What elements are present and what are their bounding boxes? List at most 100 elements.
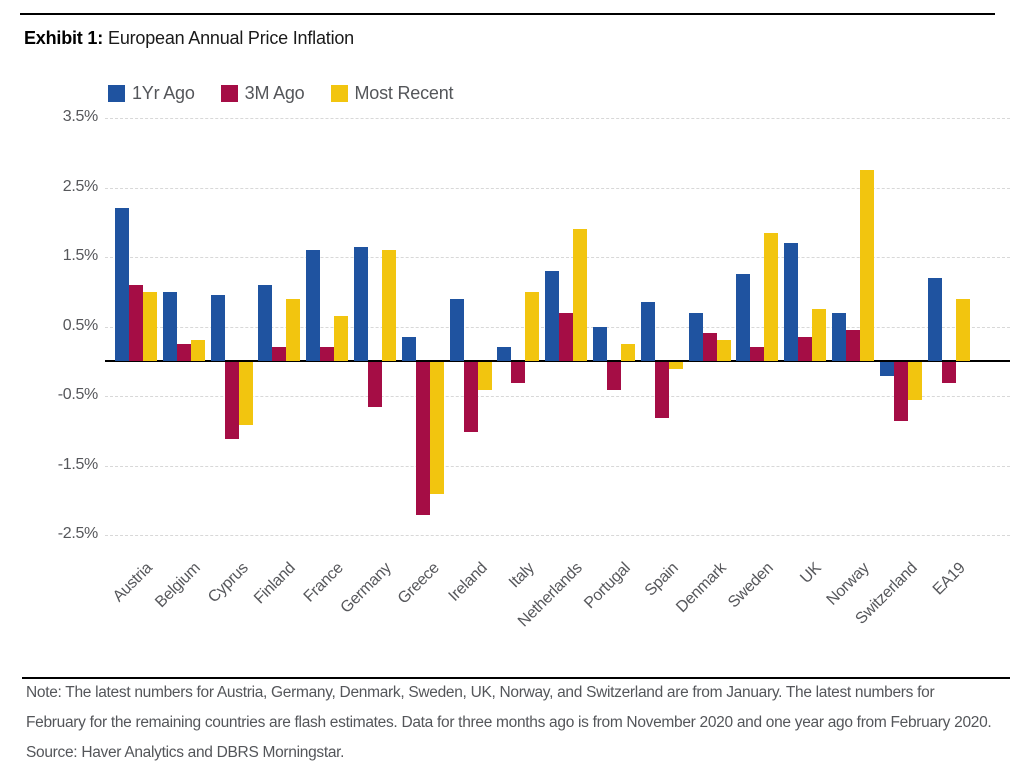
- bar-portugal-most-recent: [620, 343, 635, 362]
- y-axis-tick: -0.5%: [57, 386, 99, 403]
- bar-netherlands-1yr-ago: [545, 270, 560, 362]
- bar-ireland-most-recent: [477, 362, 492, 391]
- x-axis-label-switzerland: Switzerland: [852, 559, 921, 628]
- bar-cyprus-1yr-ago: [210, 295, 225, 362]
- footnote: Note: The latest numbers for Austria, Ge…: [26, 678, 1014, 768]
- bar-italy-most-recent: [525, 291, 540, 362]
- legend-item-3m-ago: 3M Ago: [220, 83, 305, 104]
- exhibit-label: Exhibit 1:: [24, 28, 104, 48]
- gridline: [105, 118, 1010, 119]
- bar-austria-1yr-ago: [114, 208, 129, 362]
- bar-finland-1yr-ago: [258, 284, 273, 362]
- legend-swatch-icon: [330, 85, 348, 102]
- zero-axis-line: [105, 360, 1010, 363]
- bar-ireland-3m-ago: [463, 362, 478, 432]
- x-axis-label-denmark: Denmark: [672, 559, 730, 617]
- bar-sweden-3m-ago: [750, 347, 765, 362]
- bar-france-3m-ago: [320, 347, 335, 362]
- x-axis-label-ireland: Ireland: [445, 559, 491, 605]
- inflation-bar-chart: 3.5% 2.5% 1.5% 0.5% -0.5% -1.5% -2.5% Austria Be…: [58, 108, 1010, 630]
- bar-switzerland-1yr-ago: [879, 362, 894, 377]
- bar-uk-most-recent: [812, 309, 827, 362]
- bar-austria-most-recent: [142, 291, 157, 362]
- x-axis-label-germany: Germany: [337, 559, 395, 617]
- bar-spain-3m-ago: [654, 362, 669, 418]
- bar-denmark-3m-ago: [702, 333, 717, 362]
- x-axis-label-italy: Italy: [506, 559, 538, 592]
- page-title: European Annual Price Inflation: [108, 28, 354, 48]
- x-axis-label-spain: Spain: [641, 559, 682, 600]
- bar-ea19-most-recent: [955, 298, 970, 362]
- bar-finland-3m-ago: [272, 347, 287, 362]
- x-axis-label-greece: Greece: [394, 559, 443, 608]
- bar-denmark-most-recent: [716, 340, 731, 362]
- x-axis-label-uk: UK: [797, 559, 825, 587]
- gridline: [105, 396, 1010, 397]
- bar-uk-3m-ago: [798, 336, 813, 362]
- source-line: Source: Haver Analytics and DBRS Morning…: [26, 744, 345, 761]
- gridline: [105, 187, 1010, 189]
- gridline: [105, 257, 1010, 258]
- bar-netherlands-most-recent: [573, 229, 588, 362]
- top-rule: [20, 13, 995, 15]
- x-axis-label-cyprus: Cyprus: [204, 559, 252, 607]
- y-axis-tick: -1.5%: [57, 455, 99, 473]
- legend-label: Most Recent: [354, 83, 454, 103]
- x-axis-label-belgium: Belgium: [151, 559, 204, 612]
- x-axis-label-austria: Austria: [109, 559, 156, 606]
- bar-belgium-most-recent: [190, 340, 205, 362]
- exhibit-title: Exhibit 1: European Annual Price Inflatio…: [24, 28, 354, 49]
- legend-swatch-icon: [108, 85, 125, 102]
- bar-ea19-3m-ago: [941, 362, 956, 384]
- bar-greece-1yr-ago: [401, 336, 416, 362]
- bar-switzerland-most-recent: [907, 362, 922, 401]
- x-axis-label-france: France: [300, 559, 347, 606]
- bar-spain-1yr-ago: [640, 302, 655, 362]
- bar-cyprus-most-recent: [238, 362, 253, 425]
- y-axis-tick: 2.5%: [62, 177, 99, 195]
- bar-germany-most-recent: [381, 250, 396, 362]
- y-axis-tick: 0.5%: [62, 316, 99, 334]
- bar-belgium-3m-ago: [176, 343, 191, 362]
- bar-sweden-most-recent: [764, 232, 779, 362]
- bar-finland-most-recent: [286, 298, 301, 362]
- bar-greece-3m-ago: [415, 362, 430, 516]
- bar-ireland-1yr-ago: [449, 298, 464, 362]
- x-axis-label-netherlands: Netherlands: [515, 559, 586, 631]
- bar-netherlands-3m-ago: [559, 312, 574, 362]
- note-line-1: Note: The latest numbers for Austria, Ge…: [26, 684, 935, 701]
- x-axis-label-sweden: Sweden: [725, 559, 777, 612]
- legend-item-most-recent: Most Recent: [330, 83, 454, 104]
- bar-germany-3m-ago: [367, 362, 382, 408]
- x-axis-label-norway: Norway: [823, 559, 873, 609]
- legend-label: 3M Ago: [244, 83, 305, 103]
- legend-swatch-icon: [220, 85, 238, 102]
- bar-greece-most-recent: [429, 362, 444, 495]
- bar-portugal-3m-ago: [606, 362, 621, 391]
- bar-italy-1yr-ago: [497, 347, 512, 362]
- bar-norway-1yr-ago: [831, 312, 846, 362]
- gridline: [105, 535, 1010, 536]
- legend-label: 1Yr Ago: [132, 83, 195, 103]
- x-axis-label-finland: Finland: [251, 559, 299, 608]
- bar-switzerland-3m-ago: [893, 362, 908, 422]
- bar-austria-3m-ago: [128, 284, 143, 362]
- bar-france-most-recent: [334, 316, 349, 362]
- y-axis-tick: 1.5%: [62, 247, 99, 264]
- bar-denmark-1yr-ago: [688, 312, 703, 362]
- legend-item-1yr-ago: 1Yr Ago: [108, 83, 195, 104]
- gridline: [105, 465, 1010, 467]
- footer-rule: [22, 677, 1010, 679]
- bar-uk-1yr-ago: [784, 243, 799, 362]
- note-line-2: February for the remaining countries are…: [26, 714, 992, 731]
- bar-italy-3m-ago: [511, 362, 526, 384]
- y-axis-tick: 3.5%: [62, 108, 99, 125]
- bar-cyprus-3m-ago: [224, 362, 239, 439]
- y-axis-tick: -2.5%: [57, 525, 99, 542]
- bar-germany-1yr-ago: [353, 246, 368, 362]
- bar-belgium-1yr-ago: [162, 291, 177, 362]
- bar-norway-most-recent: [859, 170, 874, 362]
- x-axis-label-ea19: EA19: [929, 559, 969, 599]
- bar-ea19-1yr-ago: [927, 277, 942, 362]
- bar-france-1yr-ago: [306, 250, 321, 362]
